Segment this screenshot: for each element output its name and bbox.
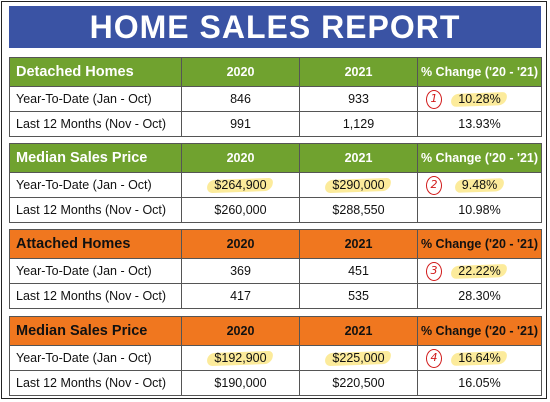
column-header-change: % Change ('20 - '21): [417, 143, 542, 173]
row-label: Year-To-Date (Jan - Oct): [9, 86, 182, 112]
column-header-2020: 2020: [181, 229, 300, 259]
value-2020: 417: [181, 283, 300, 309]
row-label: Last 12 Months (Nov - Oct): [9, 370, 182, 396]
change-value: 16.05%: [417, 370, 542, 396]
value-2021: 1,129: [299, 111, 418, 137]
highlighted-change: 16.64%: [455, 351, 503, 365]
change-cell: 2 9.48%: [417, 172, 542, 198]
value-2020: $192,900: [181, 345, 300, 371]
table-header-row: Median Sales Price 2020 2021 % Change ('…: [9, 316, 542, 346]
attached-homes-table: Attached Homes 2020 2021 % Change ('20 -…: [9, 229, 542, 309]
value-2020: $264,900: [181, 172, 300, 198]
highlighted-value: $192,900: [211, 351, 269, 365]
circled-number-marker: 3: [426, 262, 442, 281]
column-header-2021: 2021: [299, 143, 418, 173]
column-header-2020: 2020: [181, 143, 300, 173]
change-value: 13.93%: [417, 111, 542, 137]
circled-number-marker: 2: [426, 176, 442, 195]
table-header-row: Detached Homes 2020 2021 % Change ('20 -…: [9, 57, 542, 87]
value-2020: 991: [181, 111, 300, 137]
detached-homes-table: Detached Homes 2020 2021 % Change ('20 -…: [9, 57, 542, 137]
table-row: Year-To-Date (Jan - Oct) 846 933 1 10.28…: [9, 86, 542, 112]
table-row: Last 12 Months (Nov - Oct) 991 1,129 13.…: [9, 111, 542, 137]
highlighted-change: 22.22%: [455, 264, 503, 278]
value-2021: $225,000: [299, 345, 418, 371]
value-2021: $290,000: [299, 172, 418, 198]
row-label: Last 12 Months (Nov - Oct): [9, 283, 182, 309]
highlighted-value: $225,000: [329, 351, 387, 365]
detached-median-price-table: Median Sales Price 2020 2021 % Change ('…: [9, 143, 542, 223]
row-label: Last 12 Months (Nov - Oct): [9, 111, 182, 137]
change-cell: 1 10.28%: [417, 86, 542, 112]
column-header-2021: 2021: [299, 229, 418, 259]
table-header-row: Median Sales Price 2020 2021 % Change ('…: [9, 143, 542, 173]
value-2021: 535: [299, 283, 418, 309]
circled-number-marker: 4: [426, 349, 442, 368]
row-label: Year-To-Date (Jan - Oct): [9, 172, 182, 198]
value-2021: $220,500: [299, 370, 418, 396]
highlighted-change: 9.48%: [459, 178, 500, 192]
column-header-2020: 2020: [181, 57, 300, 87]
table-row: Last 12 Months (Nov - Oct) $190,000 $220…: [9, 370, 542, 396]
column-header-2021: 2021: [299, 57, 418, 87]
table-row: Year-To-Date (Jan - Oct) $264,900 $290,0…: [9, 172, 542, 198]
highlighted-value: $264,900: [211, 178, 269, 192]
highlighted-change: 10.28%: [455, 92, 503, 106]
value-2020: $260,000: [181, 197, 300, 223]
column-header-change: % Change ('20 - '21): [417, 57, 542, 87]
change-value: 28.30%: [417, 283, 542, 309]
row-label: Year-To-Date (Jan - Oct): [9, 345, 182, 371]
column-header-change: % Change ('20 - '21): [417, 229, 542, 259]
change-cell: 3 22.22%: [417, 258, 542, 284]
attached-median-price-table: Median Sales Price 2020 2021 % Change ('…: [9, 316, 542, 396]
row-label: Year-To-Date (Jan - Oct): [9, 258, 182, 284]
section-title: Median Sales Price: [9, 143, 182, 173]
section-title: Attached Homes: [9, 229, 182, 259]
section-title: Detached Homes: [9, 57, 182, 87]
column-header-2021: 2021: [299, 316, 418, 346]
circled-number-marker: 1: [426, 90, 442, 109]
table-header-row: Attached Homes 2020 2021 % Change ('20 -…: [9, 229, 542, 259]
value-2021: 933: [299, 86, 418, 112]
table-row: Year-To-Date (Jan - Oct) $192,900 $225,0…: [9, 345, 542, 371]
value-2020: $190,000: [181, 370, 300, 396]
value-2020: 369: [181, 258, 300, 284]
row-label: Last 12 Months (Nov - Oct): [9, 197, 182, 223]
section-title: Median Sales Price: [9, 316, 182, 346]
highlighted-value: $290,000: [329, 178, 387, 192]
table-row: Last 12 Months (Nov - Oct) 417 535 28.30…: [9, 283, 542, 309]
change-value: 10.98%: [417, 197, 542, 223]
table-row: Year-To-Date (Jan - Oct) 369 451 3 22.22…: [9, 258, 542, 284]
value-2021: 451: [299, 258, 418, 284]
table-row: Last 12 Months (Nov - Oct) $260,000 $288…: [9, 197, 542, 223]
column-header-2020: 2020: [181, 316, 300, 346]
value-2021: $288,550: [299, 197, 418, 223]
value-2020: 846: [181, 86, 300, 112]
column-header-change: % Change ('20 - '21): [417, 316, 542, 346]
change-cell: 4 16.64%: [417, 345, 542, 371]
report-title: HOME SALES REPORT: [9, 6, 541, 48]
